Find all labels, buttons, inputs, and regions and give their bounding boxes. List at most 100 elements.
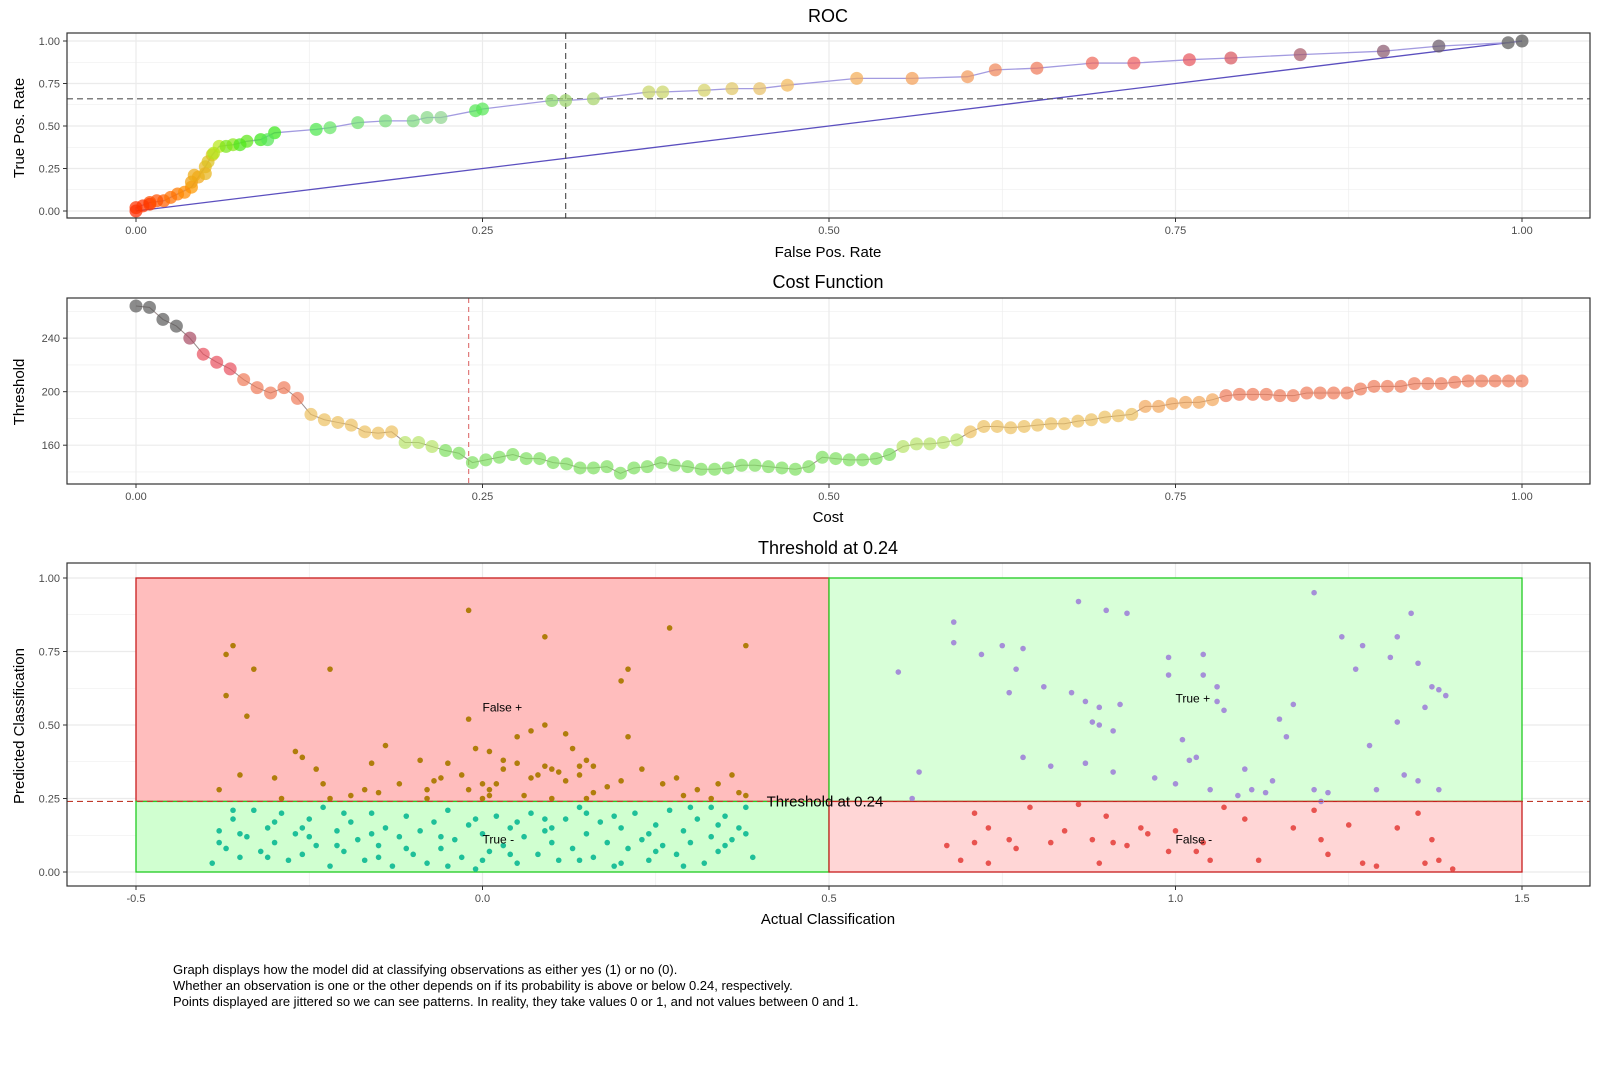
scatter-point <box>1429 836 1435 843</box>
threshold-x-tick-label: 0.0 <box>475 893 490 905</box>
scatter-point <box>306 833 313 840</box>
scatter-point <box>659 781 666 787</box>
scatter-point <box>1366 742 1373 749</box>
scatter-point <box>292 830 299 837</box>
roc-point <box>725 82 739 96</box>
roc-point <box>697 83 711 97</box>
scatter-point <box>694 786 701 793</box>
cost-ylabel: Threshold <box>11 359 28 426</box>
scatter-point <box>542 634 548 640</box>
cost-point <box>1259 387 1273 401</box>
scatter-point <box>237 830 243 837</box>
cost-point <box>1125 407 1139 421</box>
scatter-point <box>361 857 368 864</box>
scatter-point <box>486 748 493 755</box>
scatter-point <box>465 607 472 614</box>
roc-x-tick-label: 1.00 <box>1511 225 1532 237</box>
scatter-point <box>327 795 333 802</box>
roc-panel: ROC 0.00 0.25 0.50 0.75 1.00 0.00 0.25 0.50 0.75… <box>11 6 1591 261</box>
cost-point <box>1111 409 1125 423</box>
scatter-point <box>278 810 285 816</box>
scatter-point <box>1061 828 1068 834</box>
scatter-point <box>431 778 437 784</box>
scatter-point <box>1436 857 1442 864</box>
scatter-point <box>1200 672 1207 678</box>
scatter-point <box>368 810 375 816</box>
scatter-point <box>562 731 569 737</box>
scatter-point <box>472 866 479 872</box>
scatter-point <box>403 813 410 819</box>
cost-point <box>129 299 143 313</box>
cost-point <box>358 425 372 439</box>
cost-point <box>1475 374 1489 388</box>
scatter-point <box>1047 839 1054 846</box>
scatter-point <box>694 816 701 822</box>
cost-point <box>519 452 533 466</box>
scatter-point <box>334 842 340 849</box>
roc-plot-area <box>67 33 1590 218</box>
cost-x-tick-label: 0.00 <box>125 491 146 503</box>
cost-point <box>1515 374 1529 388</box>
scatter-point <box>299 825 306 831</box>
scatter-point <box>625 733 631 740</box>
scatter-point <box>1290 701 1297 708</box>
scatter-point <box>431 819 437 825</box>
scatter-point <box>604 839 611 846</box>
scatter-point <box>375 789 382 796</box>
cost-title: Cost Function <box>772 272 883 292</box>
scatter-point <box>424 786 430 793</box>
scatter-point <box>1325 789 1331 796</box>
cost-panel: Cost Function 0.00 0.25 0.50 0.75 1.00 160 200… <box>11 272 1591 526</box>
scatter-point <box>1124 610 1130 617</box>
scatter-point <box>680 828 687 834</box>
scatter-point <box>244 833 250 840</box>
roc-point <box>207 146 221 160</box>
cost-point <box>1206 393 1220 407</box>
threshold-line-label: Threshold at 0.24 <box>767 793 884 810</box>
scatter-point <box>216 839 222 846</box>
cost-point <box>1165 397 1179 411</box>
cost-point <box>385 425 399 439</box>
scatter-point <box>465 716 472 722</box>
scatter-point <box>1165 672 1172 678</box>
scatter-point <box>465 786 472 793</box>
cost-point <box>573 461 587 475</box>
cost-point <box>492 450 506 464</box>
cost-point <box>1044 417 1058 431</box>
scatter-point <box>348 792 354 799</box>
scatter-point <box>576 763 583 769</box>
scatter-point <box>646 830 652 837</box>
scatter-point <box>611 813 617 819</box>
cost-point <box>788 462 802 476</box>
cost-point <box>304 407 318 421</box>
roc-y-tick-label: 0.50 <box>39 121 60 133</box>
scatter-point <box>542 816 548 822</box>
region-label: True + <box>1176 692 1211 706</box>
scatter-point <box>403 845 410 852</box>
scatter-point <box>1345 822 1352 828</box>
scatter-point <box>445 760 451 767</box>
scatter-point <box>1235 792 1241 799</box>
roc-point <box>1085 56 1099 70</box>
scatter-point <box>1193 754 1200 761</box>
scatter-point <box>604 783 611 790</box>
threshold-x-tick-label: 1.5 <box>1514 893 1529 905</box>
roc-point <box>1224 51 1238 65</box>
cost-point <box>587 461 601 475</box>
scatter-point <box>1096 722 1103 728</box>
scatter-point <box>237 772 243 778</box>
threshold-x-tick-label: -0.5 <box>127 893 146 905</box>
scatter-point <box>1075 598 1082 605</box>
cost-x-tick-label: 0.75 <box>1165 491 1186 503</box>
roc-point <box>164 190 178 204</box>
cost-point <box>802 460 816 474</box>
scatter-point <box>1311 786 1317 793</box>
cost-point <box>1138 399 1152 413</box>
scatter-point <box>396 781 403 787</box>
scatter-point <box>1242 816 1248 822</box>
scatter-point <box>625 845 631 852</box>
cost-point <box>196 347 210 361</box>
scatter-point <box>1387 654 1394 661</box>
scatter-point <box>680 863 687 869</box>
scatter-point <box>555 769 562 775</box>
